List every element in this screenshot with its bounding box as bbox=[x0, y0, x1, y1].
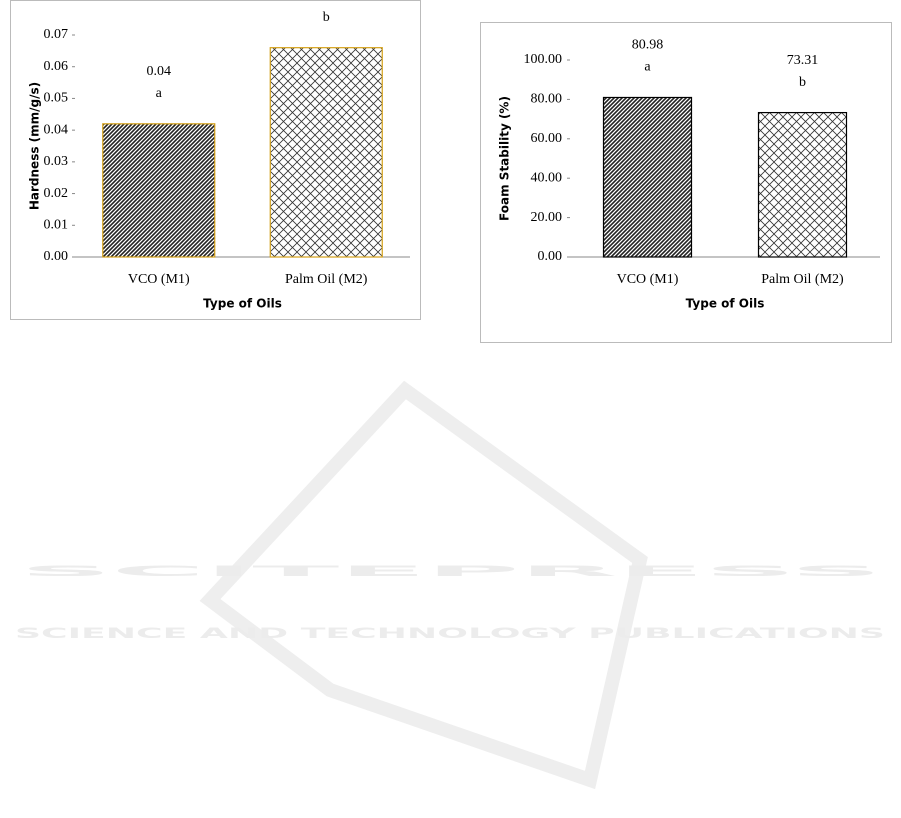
x-tick-label: VCO (M1) bbox=[128, 272, 190, 287]
y-tick-label: 0.01 bbox=[44, 218, 69, 233]
bar bbox=[757, 111, 848, 258]
x-tick-label: VCO (M1) bbox=[617, 272, 679, 287]
chart-frame bbox=[10, 0, 421, 320]
bar bbox=[102, 123, 216, 258]
y-tick-label: 0.05 bbox=[44, 91, 69, 106]
bar bbox=[269, 47, 383, 258]
watermark-title: SCITEPRESS bbox=[20, 564, 882, 580]
y-axis-title: Hardness (mm/g/s) bbox=[28, 82, 42, 210]
y-tick-label: 20.00 bbox=[531, 210, 563, 225]
value-label: 80.98 bbox=[632, 38, 664, 53]
x-axis-title: Type of Oils bbox=[203, 297, 282, 311]
significance-letter: b bbox=[323, 10, 330, 25]
y-tick-label: 0.02 bbox=[44, 186, 69, 201]
watermark-logo bbox=[199, 380, 648, 790]
x-axis-title: Type of Oils bbox=[686, 297, 765, 311]
y-tick-label: 0.06 bbox=[44, 59, 69, 74]
y-tick-label: 0.00 bbox=[44, 249, 69, 264]
y-axis-title: Foam Stability (%) bbox=[498, 96, 512, 221]
y-tick-label: 80.00 bbox=[531, 92, 563, 107]
y-tick-label: 0.00 bbox=[538, 249, 563, 264]
y-tick-label: 100.00 bbox=[524, 52, 563, 67]
value-label: 0.07 bbox=[314, 0, 339, 3]
watermark: SCITEPRESS SCIENCE AND TECHNOLOGY PUBLIC… bbox=[15, 380, 885, 790]
significance-letter: a bbox=[644, 60, 651, 75]
y-tick-label: 0.07 bbox=[44, 27, 69, 42]
y-tick-label: 0.03 bbox=[44, 154, 69, 169]
y-tick-label: 60.00 bbox=[531, 131, 563, 146]
bar bbox=[602, 96, 693, 258]
watermark-subtitle: SCIENCE AND TECHNOLOGY PUBLICATIONS bbox=[15, 626, 885, 642]
significance-letter: a bbox=[156, 86, 163, 101]
chart-frame bbox=[480, 22, 892, 343]
value-label: 0.04 bbox=[147, 64, 172, 79]
y-tick-label: 0.04 bbox=[44, 122, 69, 137]
significance-letter: b bbox=[799, 75, 806, 90]
value-label: 73.31 bbox=[787, 53, 819, 68]
y-tick-label: 40.00 bbox=[531, 170, 563, 185]
x-tick-label: Palm Oil (M2) bbox=[761, 272, 844, 287]
x-tick-label: Palm Oil (M2) bbox=[285, 272, 368, 287]
